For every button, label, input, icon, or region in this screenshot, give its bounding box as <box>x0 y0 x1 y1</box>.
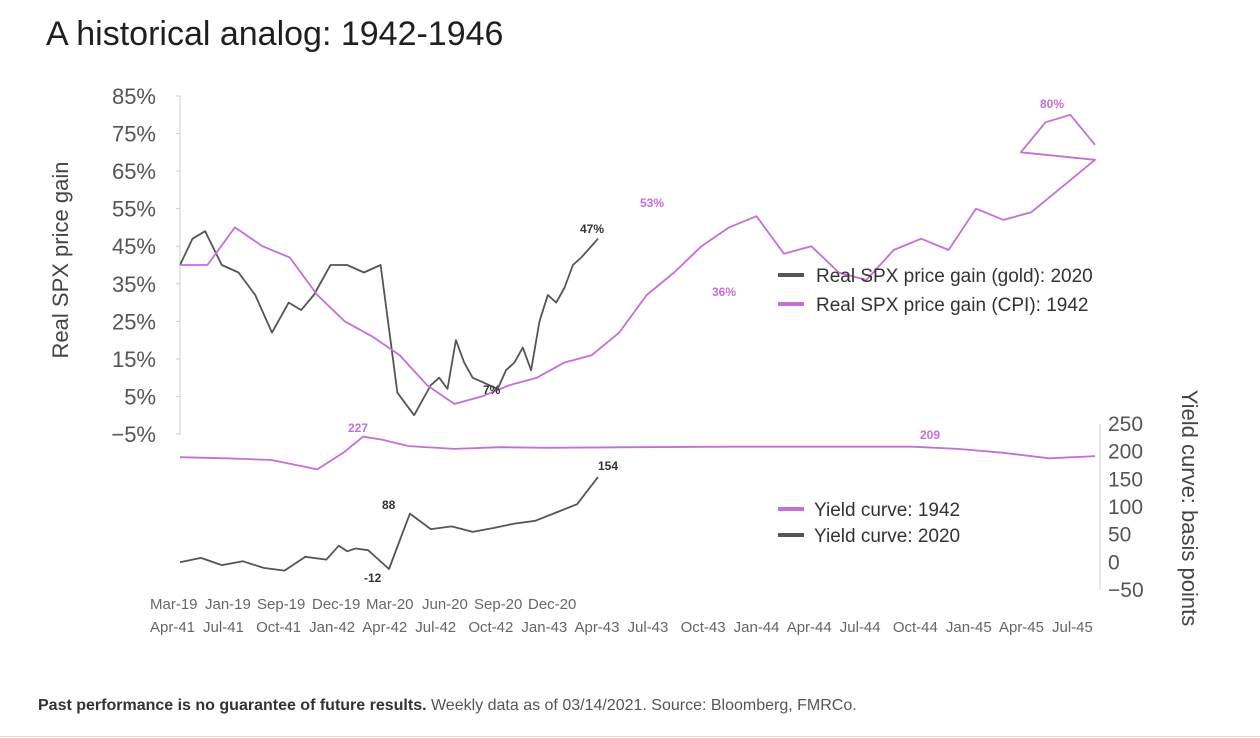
legend-label-yield-2020: Yield curve: 2020 <box>814 526 960 547</box>
upper-y-tick: −5% <box>111 422 156 447</box>
data-label: -12 <box>364 571 382 585</box>
lower-y-axis-label: Yield curve: basis points <box>1177 390 1202 626</box>
lower-y-tick: −50 <box>1108 579 1144 602</box>
series-layer <box>179 113 1096 572</box>
lower-y-tick: 0 <box>1108 551 1120 574</box>
x-tick-1942: Jul-45 <box>1052 619 1093 636</box>
x-tick-2020: Jun-20 <box>422 596 468 613</box>
upper-y-axis-label: Real SPX price gain <box>48 162 73 359</box>
x-tick-2020: Dec-20 <box>528 596 576 613</box>
series-line-gold-2020 <box>179 230 599 417</box>
legend-swatch-gold-2020 <box>778 273 804 277</box>
x-tick-1942: Oct-44 <box>893 619 938 636</box>
upper-y-tick: 5% <box>124 384 156 409</box>
lower-y-tick: 100 <box>1108 496 1143 519</box>
data-label: 53% <box>640 196 664 210</box>
upper-y-tick: 85% <box>112 84 156 109</box>
footer-source: Weekly data as of 03/14/2021. Source: Bl… <box>426 697 857 714</box>
x-tick-1942: Apr-41 <box>150 619 195 636</box>
x-tick-1942: Oct-43 <box>681 619 726 636</box>
chart-title: A historical analog: 1942-1946 <box>46 15 503 53</box>
lower-y-tick: 50 <box>1108 524 1131 547</box>
x-tick-1942: Jan-43 <box>521 619 567 636</box>
data-label: 47% <box>580 222 604 236</box>
x-tick-1942: Jan-42 <box>309 619 355 636</box>
x-tick-1942: Jul-44 <box>840 619 881 636</box>
legend-swatch-yield-2020 <box>778 533 804 537</box>
x-tick-1942: Jul-42 <box>415 619 456 636</box>
series-line-cpi-1942 <box>180 113 1096 405</box>
series-line-yield-2020 <box>179 476 599 572</box>
data-label: 154 <box>598 459 618 473</box>
upper-y-tick: 15% <box>112 347 156 372</box>
x-tick-1942: Jan-44 <box>734 619 780 636</box>
legend-label-yield-1942: Yield curve: 1942 <box>814 500 960 521</box>
upper-y-tick: 55% <box>112 197 156 222</box>
x-tick-1942: Jul-43 <box>628 619 669 636</box>
x-tick-1942: Jan-45 <box>946 619 992 636</box>
lower-y-tick: 150 <box>1108 468 1143 491</box>
legend-label-cpi-1942: Real SPX price gain (CPI): 1942 <box>816 295 1088 316</box>
upper-y-tick: 65% <box>112 159 156 184</box>
x-ticks-2020: Mar-19 Jan-19 Sep-19 Dec-19 Mar-20 Jun-20 Sep-… <box>150 596 576 613</box>
x-ticks-1942: Apr-41 Jul-41 Oct-41 Jan-42 Apr-42 Jul-42 Oct-… <box>150 619 1093 636</box>
data-label: 36% <box>712 285 736 299</box>
x-tick-1942: Apr-45 <box>999 619 1044 636</box>
upper-y-tick: 35% <box>112 272 156 297</box>
data-label: 7% <box>483 383 501 397</box>
x-tick-1942: Apr-44 <box>787 619 832 636</box>
data-label: 209 <box>920 428 940 442</box>
x-tick-2020: Mar-19 <box>150 596 198 613</box>
x-tick-1942: Apr-42 <box>362 619 407 636</box>
legend-label-gold-2020: Real SPX price gain (gold): 2020 <box>816 266 1093 287</box>
legend-swatch-cpi-1942 <box>778 302 804 306</box>
x-tick-1942: Oct-42 <box>468 619 513 636</box>
x-tick-2020: Sep-20 <box>474 596 522 613</box>
bottom-divider <box>0 736 1260 737</box>
upper-y-tick: 45% <box>112 234 156 259</box>
lower-y-tick: 200 <box>1108 441 1143 464</box>
x-tick-1942: Oct-41 <box>256 619 301 636</box>
footer-note: Past performance is no guarantee of futu… <box>38 697 857 715</box>
x-tick-1942: Jul-41 <box>203 619 244 636</box>
x-tick-2020: Mar-20 <box>366 596 414 613</box>
data-label: 227 <box>348 421 368 435</box>
annotation-layer: 80% 53% 47% 36% 7% 227 209 154 88 -12 <box>348 97 1064 585</box>
upper-y-tick: 75% <box>112 122 156 147</box>
legend-upper: Real SPX price gain (gold): 2020 Real SP… <box>778 266 1093 316</box>
series-line-yield-1942 <box>179 435 1096 471</box>
x-tick-2020: Sep-19 <box>257 596 305 613</box>
x-tick-2020: Jan-19 <box>205 596 251 613</box>
upper-y-tick: 25% <box>112 309 156 334</box>
upper-y-ticks: 85% 75% 65% 55% 45% 35% 25% 15% 5% −5% <box>111 84 180 447</box>
lower-y-tick: 250 <box>1108 413 1143 436</box>
lower-y-ticks: 250 200 150 100 50 0 −50 <box>1108 413 1144 602</box>
data-label: 88 <box>382 498 396 512</box>
data-label: 80% <box>1040 97 1064 111</box>
legend-swatch-yield-1942 <box>778 507 804 511</box>
footer-disclaimer: Past performance is no guarantee of futu… <box>38 697 427 714</box>
x-tick-1942: Apr-43 <box>574 619 619 636</box>
legend-lower: Yield curve: 1942 Yield curve: 2020 <box>778 500 960 547</box>
x-tick-2020: Dec-19 <box>312 596 360 613</box>
